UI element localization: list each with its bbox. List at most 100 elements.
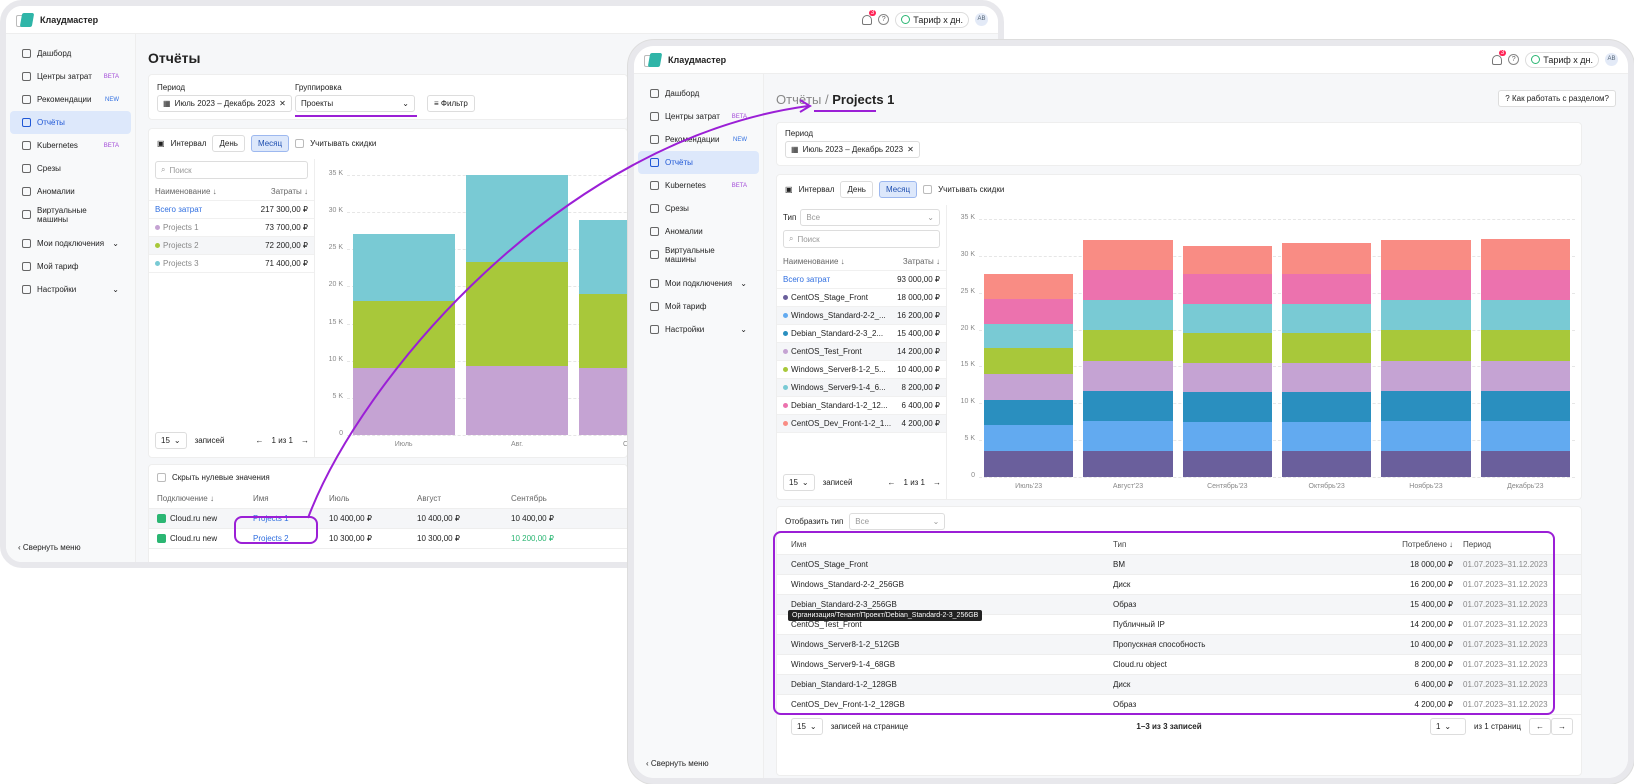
bar-segment[interactable] bbox=[1381, 240, 1471, 270]
column-header[interactable]: Тип bbox=[1113, 540, 1127, 549]
legend-row[interactable]: Projects 3 71 400,00 ₽ bbox=[149, 255, 314, 273]
hide-zero-checkbox[interactable] bbox=[157, 473, 166, 482]
legend-row[interactable]: CentOS_Stage_Front 18 000,00 ₽ bbox=[777, 289, 946, 307]
sidebar-item-1[interactable]: Центры затрат BETA bbox=[638, 105, 759, 128]
bar-segment[interactable] bbox=[1281, 392, 1372, 422]
bar-segment[interactable] bbox=[1182, 451, 1273, 477]
bar-segment[interactable] bbox=[1381, 330, 1471, 361]
period-field[interactable]: ▦ Июль 2023 – Декабрь 2023 ✕ bbox=[785, 141, 920, 158]
show-type-select[interactable]: Все ⌄ bbox=[849, 513, 946, 530]
type-select[interactable]: Все ⌄ bbox=[800, 209, 940, 226]
logo[interactable]: Клаудмастер bbox=[16, 12, 98, 27]
help-button[interactable]: ? Как работать с разделом? bbox=[1498, 90, 1616, 107]
bar-segment[interactable] bbox=[983, 299, 1074, 324]
bar-segment[interactable] bbox=[1083, 240, 1173, 270]
bell-icon[interactable]: 3 bbox=[1492, 49, 1507, 65]
help-icon[interactable]: ? bbox=[1508, 54, 1520, 65]
avatar[interactable]: АВ bbox=[1605, 53, 1618, 66]
legend-row[interactable]: Windows_Standard-2-2_... 16 200,00 ₽ bbox=[777, 307, 946, 325]
next-page-icon[interactable]: → bbox=[933, 478, 941, 487]
bar-segment[interactable] bbox=[1281, 274, 1372, 304]
legend-row[interactable]: CentOS_Test_Front 14 200,00 ₽ bbox=[777, 343, 946, 361]
table-row[interactable]: Windows_Server8-1-2_512GB Пропускная спо… bbox=[777, 635, 1581, 655]
bar-segment[interactable] bbox=[1182, 362, 1273, 393]
sidebar-item-0[interactable]: Дашборд bbox=[638, 82, 759, 105]
next-page-icon[interactable]: → bbox=[301, 436, 309, 445]
legend-row[interactable]: Windows_Server8-1-2_5... 10 400,00 ₽ bbox=[777, 361, 946, 379]
bar-segment[interactable] bbox=[1182, 333, 1273, 363]
discounts-checkbox[interactable] bbox=[923, 185, 933, 194]
legend-row[interactable]: Всего затрат 217 300,00 ₽ bbox=[149, 201, 314, 219]
bar-segment[interactable] bbox=[1480, 390, 1571, 421]
clear-icon[interactable]: ✕ bbox=[907, 145, 914, 154]
sidebar-item-10[interactable]: Настройки ⌄ bbox=[638, 318, 759, 341]
table-row[interactable]: CentOS_Stage_Front ВМ 18 000,00 ₽ 01.07.… bbox=[777, 555, 1581, 575]
bar-segment[interactable] bbox=[466, 261, 568, 366]
prev-page-icon[interactable]: ← bbox=[887, 478, 896, 487]
bar-segment[interactable] bbox=[983, 425, 1074, 452]
table-row[interactable]: CentOS_Test_Front Публичный IP 14 200,00… bbox=[777, 615, 1581, 635]
sidebar-item-8[interactable]: Мои подключения ⌄ bbox=[10, 232, 131, 255]
collapse-menu[interactable]: ‹ Свернуть меню bbox=[646, 759, 709, 768]
clear-icon[interactable]: ✕ bbox=[279, 99, 286, 108]
bar-segment[interactable] bbox=[983, 348, 1074, 374]
bar-segment[interactable] bbox=[1083, 420, 1173, 452]
bar-segment[interactable] bbox=[1182, 421, 1273, 452]
tarif-button[interactable]: Тариф х дн. bbox=[1525, 51, 1599, 68]
column-header[interactable]: Июль bbox=[329, 494, 350, 503]
sidebar-item-2[interactable]: Рекомендации NEW bbox=[638, 128, 759, 151]
search-input[interactable]: ⌕ Поиск bbox=[783, 230, 940, 248]
sidebar-item-10[interactable]: Настройки ⌄ bbox=[10, 278, 131, 301]
filter-button[interactable]: ≡ Фильтр bbox=[427, 95, 475, 112]
bar-segment[interactable] bbox=[1182, 392, 1273, 422]
bar-segment[interactable] bbox=[1480, 451, 1571, 477]
page-size-select[interactable]: 15 ⌄ bbox=[155, 432, 187, 449]
legend-row[interactable]: Windows_Server9-1-4_6... 8 200,00 ₽ bbox=[777, 379, 946, 397]
table-row[interactable]: Windows_Standard-2-2_256GB Диск 16 200,0… bbox=[777, 575, 1581, 595]
period-field[interactable]: ▦ Июль 2023 – Декабрь 2023 ✕ bbox=[157, 95, 292, 112]
page-size-select[interactable]: 15 ⌄ bbox=[791, 718, 823, 735]
bar-segment[interactable] bbox=[1480, 420, 1571, 452]
help-icon[interactable]: ? bbox=[878, 14, 890, 25]
table-row[interactable]: Debian_Standard-1-2_128GB Диск 6 400,00 … bbox=[777, 675, 1581, 695]
bar-segment[interactable] bbox=[1281, 421, 1372, 452]
bar-segment[interactable] bbox=[1182, 274, 1273, 304]
column-header[interactable]: Имя bbox=[791, 540, 807, 549]
sidebar-item-6[interactable]: Аномалии bbox=[10, 180, 131, 203]
bar-segment[interactable] bbox=[983, 399, 1074, 426]
col-cost[interactable]: Затраты ↓ bbox=[902, 257, 940, 266]
bar-segment[interactable] bbox=[352, 234, 455, 302]
table-row[interactable]: Windows_Server9-1-4_68GB Cloud.ru object… bbox=[777, 655, 1581, 675]
sidebar-item-2[interactable]: Рекомендации NEW bbox=[10, 88, 131, 111]
next-page-button[interactable]: → bbox=[1551, 718, 1573, 735]
bar-segment[interactable] bbox=[1281, 333, 1372, 363]
bar-segment[interactable] bbox=[1182, 246, 1273, 275]
bar-segment[interactable] bbox=[1381, 451, 1471, 477]
column-header[interactable]: Август bbox=[417, 494, 442, 503]
bar-segment[interactable] bbox=[1281, 303, 1372, 334]
sidebar-item-6[interactable]: Аномалии bbox=[638, 220, 759, 243]
sidebar-item-5[interactable]: Срезы bbox=[10, 157, 131, 180]
col-cost[interactable]: Затраты ↓ bbox=[270, 187, 308, 196]
bar-segment[interactable] bbox=[1480, 269, 1571, 301]
bar-segment[interactable] bbox=[1281, 243, 1372, 275]
sidebar-item-4[interactable]: Kubernetes BETA bbox=[638, 174, 759, 197]
legend-row[interactable]: Projects 2 72 200,00 ₽ bbox=[149, 237, 314, 255]
sidebar-item-9[interactable]: Мой тариф bbox=[10, 255, 131, 278]
bar-segment[interactable] bbox=[1381, 420, 1471, 452]
bar-segment[interactable] bbox=[1381, 360, 1471, 391]
bar-segment[interactable] bbox=[1480, 300, 1571, 331]
bar-segment[interactable] bbox=[1083, 269, 1173, 301]
bar-segment[interactable] bbox=[1083, 360, 1173, 391]
sidebar-item-7[interactable]: Виртуальные машины bbox=[10, 203, 131, 226]
bar-segment[interactable] bbox=[983, 451, 1074, 477]
sidebar-item-9[interactable]: Мой тариф bbox=[638, 295, 759, 318]
bar-segment[interactable] bbox=[1182, 303, 1273, 334]
column-header[interactable]: Период bbox=[1463, 540, 1492, 549]
column-header[interactable]: Сентябрь bbox=[511, 494, 547, 503]
bar-segment[interactable] bbox=[1381, 269, 1471, 301]
project-link[interactable]: Projects 1 bbox=[253, 514, 289, 523]
legend-row[interactable]: Всего затрат 93 000,00 ₽ bbox=[777, 271, 946, 289]
breadcrumb-parent[interactable]: Отчёты bbox=[776, 92, 822, 107]
bar-segment[interactable] bbox=[983, 273, 1074, 300]
